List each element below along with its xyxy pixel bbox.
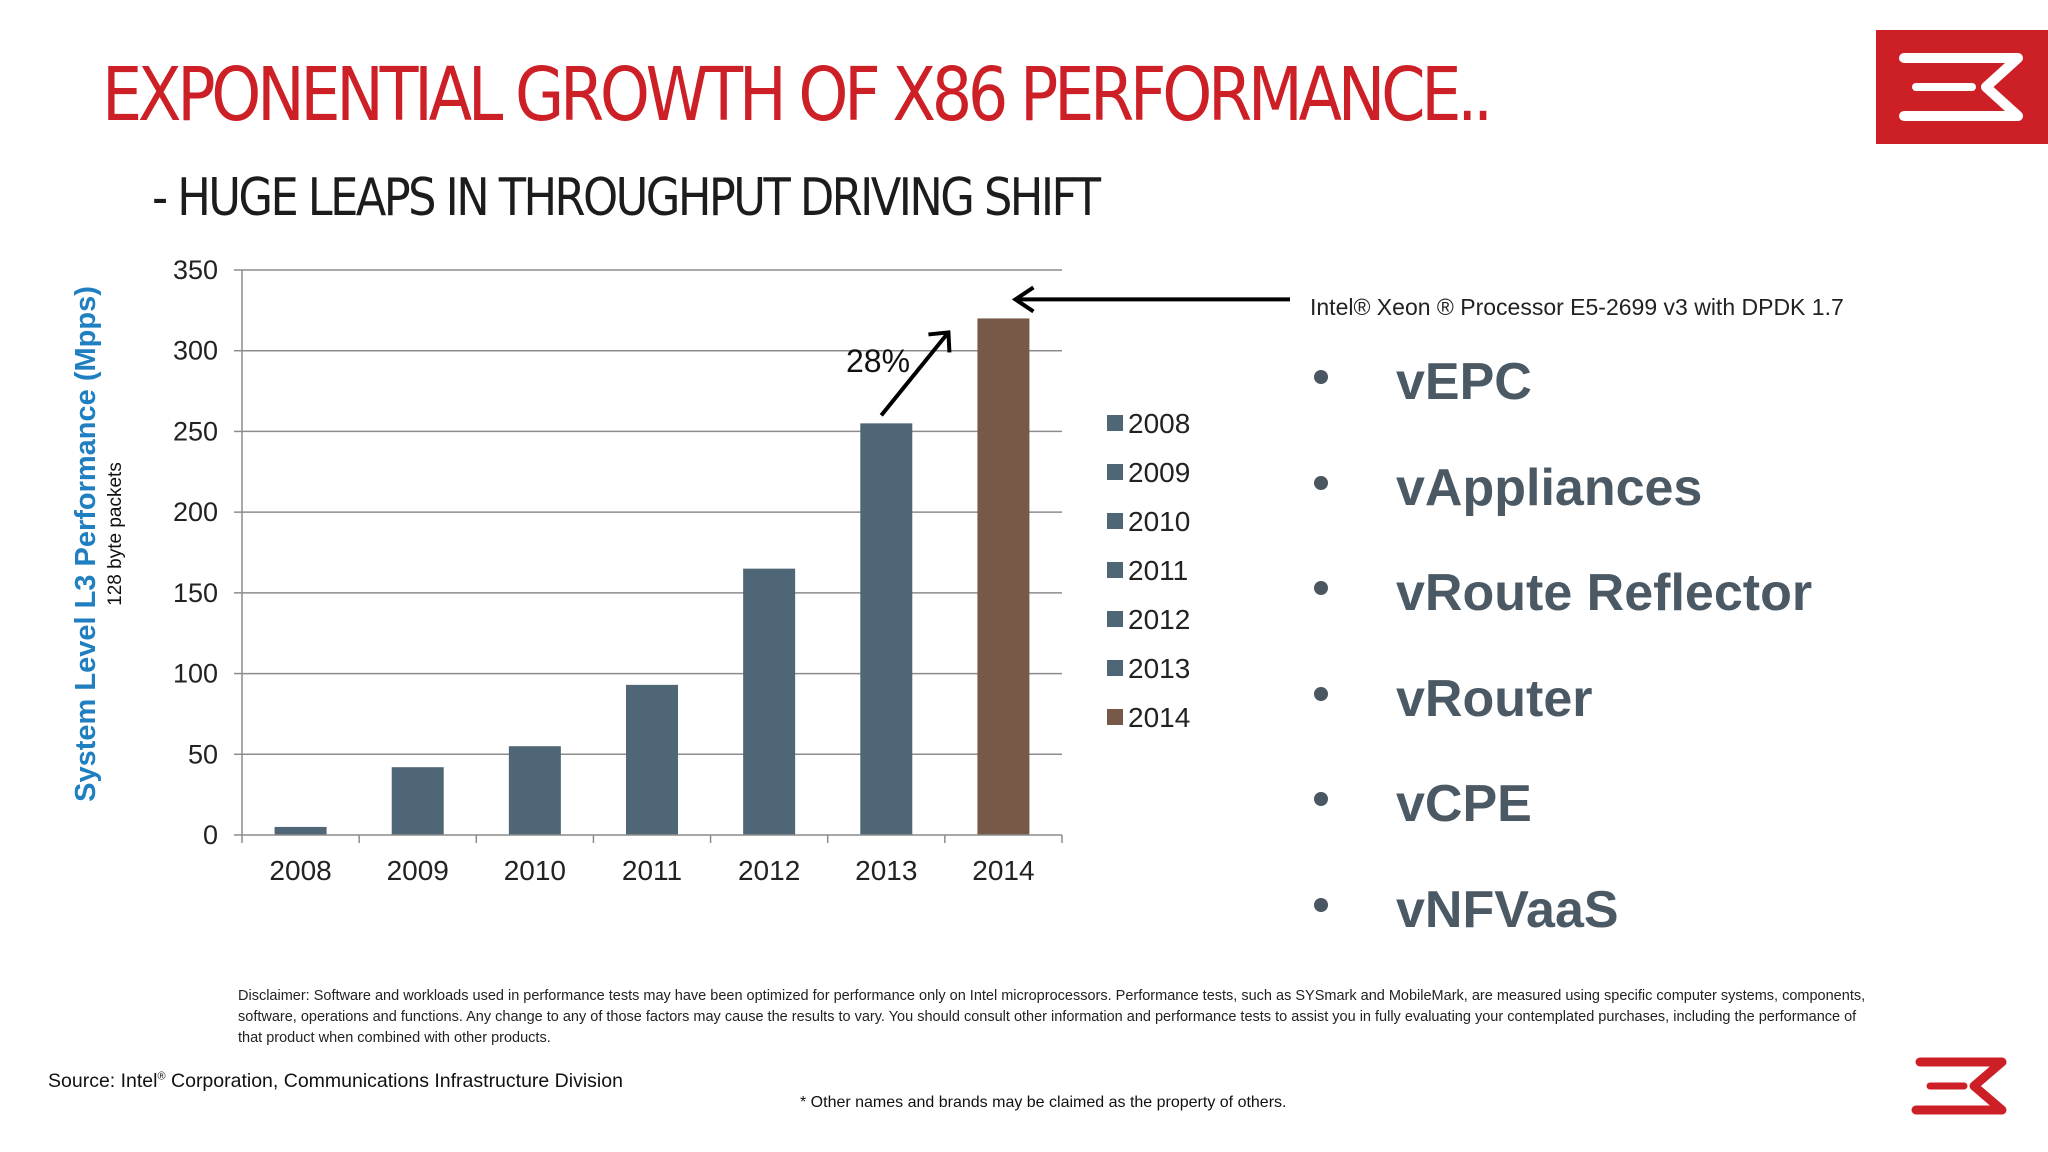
brand-logo-footer-icon — [1911, 1057, 2007, 1115]
y-axis-label: System Level L3 Performance (Mpps) — [70, 286, 102, 802]
bullet-icon — [1314, 897, 1328, 912]
bullet-icon — [1314, 686, 1328, 701]
legend-label: 2008 — [1128, 408, 1190, 439]
x-category-labels: 2008 2009 2010 2011 2012 2013 2014 — [269, 855, 1034, 886]
growth-percent-label: 28% — [846, 343, 910, 379]
brand-logo-icon — [1899, 53, 2023, 121]
legend-swatch-2014 — [1107, 709, 1123, 725]
y-axis-sublabel: 128 byte packets — [105, 462, 126, 606]
chart-bars — [274, 318, 1030, 835]
bullet-icon — [1314, 792, 1328, 806]
slide-subtitle: - HUGE LEAPS IN THROUGHPUT DRIVING SHIFT — [152, 168, 1101, 228]
use-case-label: vNFVaaS — [1396, 880, 1619, 939]
source-suffix: Corporation, Communications Infrastructu… — [165, 1070, 623, 1092]
x-category-label: 2008 — [269, 855, 331, 886]
use-case-label: vAppliances — [1396, 458, 1703, 517]
x-category-label: 2013 — [855, 855, 917, 886]
legend-swatch-2009 — [1107, 464, 1123, 480]
bar-2011 — [626, 684, 678, 835]
y-tick-label: 250 — [173, 416, 218, 446]
source-citation: Source: Intel® Corporation, Communicatio… — [48, 1070, 623, 1093]
bar-2010 — [508, 746, 561, 835]
growth-arrow — [879, 331, 950, 417]
y-tick-label: 350 — [173, 255, 218, 285]
use-case-label: vRoute Reflector — [1396, 564, 1813, 622]
y-tick-label: 0 — [203, 820, 218, 850]
y-tick-label: 300 — [173, 336, 218, 366]
processor-annotation: Intel® Xeon ® Processor E5-2699 v3 with … — [1310, 294, 1844, 320]
legend-swatch-2010 — [1107, 513, 1123, 529]
y-tick-labels: 0 50 100 150 200 250 300 350 — [173, 255, 218, 850]
legend-label: 2012 — [1128, 604, 1190, 635]
bar-2014 — [977, 318, 1030, 835]
chart-annotations — [879, 285, 1290, 417]
x-category-label: 2014 — [972, 855, 1034, 886]
chart-legend: 2008 2009 2010 2011 2012 2013 2014 — [1107, 408, 1190, 733]
chart-axes — [234, 269, 1063, 843]
use-case-label: vCPE — [1396, 775, 1532, 833]
legend-label: 2010 — [1128, 506, 1190, 537]
bar-2008 — [274, 826, 327, 835]
chart-gridlines — [242, 269, 1062, 756]
legend-label: 2014 — [1128, 702, 1190, 733]
bullet-icon — [1314, 475, 1328, 490]
y-tick-label: 50 — [188, 739, 218, 769]
use-case-label: vEPC — [1396, 353, 1532, 411]
source-prefix: Source: Intel — [48, 1070, 158, 1092]
bullet-icon — [1314, 581, 1328, 595]
bar-2013 — [860, 423, 913, 835]
disclaimer-text: Disclaimer: Software and workloads used … — [238, 988, 1866, 1046]
growth-arrow-head — [928, 330, 952, 353]
bullet-icon — [1314, 370, 1328, 384]
x-category-label: 2012 — [738, 855, 800, 886]
brand-logo-footer — [1906, 1056, 2014, 1116]
use-case-label: vRouter — [1396, 669, 1593, 728]
legend-label: 2013 — [1128, 653, 1190, 684]
legend-swatch-2012 — [1107, 611, 1123, 627]
legend-swatch-2011 — [1107, 562, 1123, 578]
bar-2012 — [743, 568, 796, 835]
brands-footnote: * Other names and brands may be claimed … — [800, 1094, 1287, 1111]
x-category-label: 2010 — [504, 855, 566, 886]
y-tick-label: 200 — [173, 497, 218, 527]
x-category-label: 2009 — [387, 855, 449, 886]
x-category-label: 2011 — [622, 855, 682, 886]
slide-title: EXPONENTIAL GROWTH OF X86 PERFORMANCE.. — [102, 52, 1493, 138]
legend-swatch-2008 — [1107, 415, 1123, 431]
brand-logo — [1876, 30, 2048, 144]
legend-label: 2011 — [1128, 555, 1188, 586]
source-registered-mark: ® — [157, 1070, 166, 1083]
y-tick-label: 100 — [173, 659, 218, 689]
pointer-arrow-head — [1011, 285, 1035, 314]
legend-label: 2009 — [1128, 457, 1190, 488]
y-tick-label: 150 — [173, 578, 218, 608]
legend-swatch-2013 — [1107, 660, 1123, 676]
bar-2009 — [391, 767, 444, 835]
